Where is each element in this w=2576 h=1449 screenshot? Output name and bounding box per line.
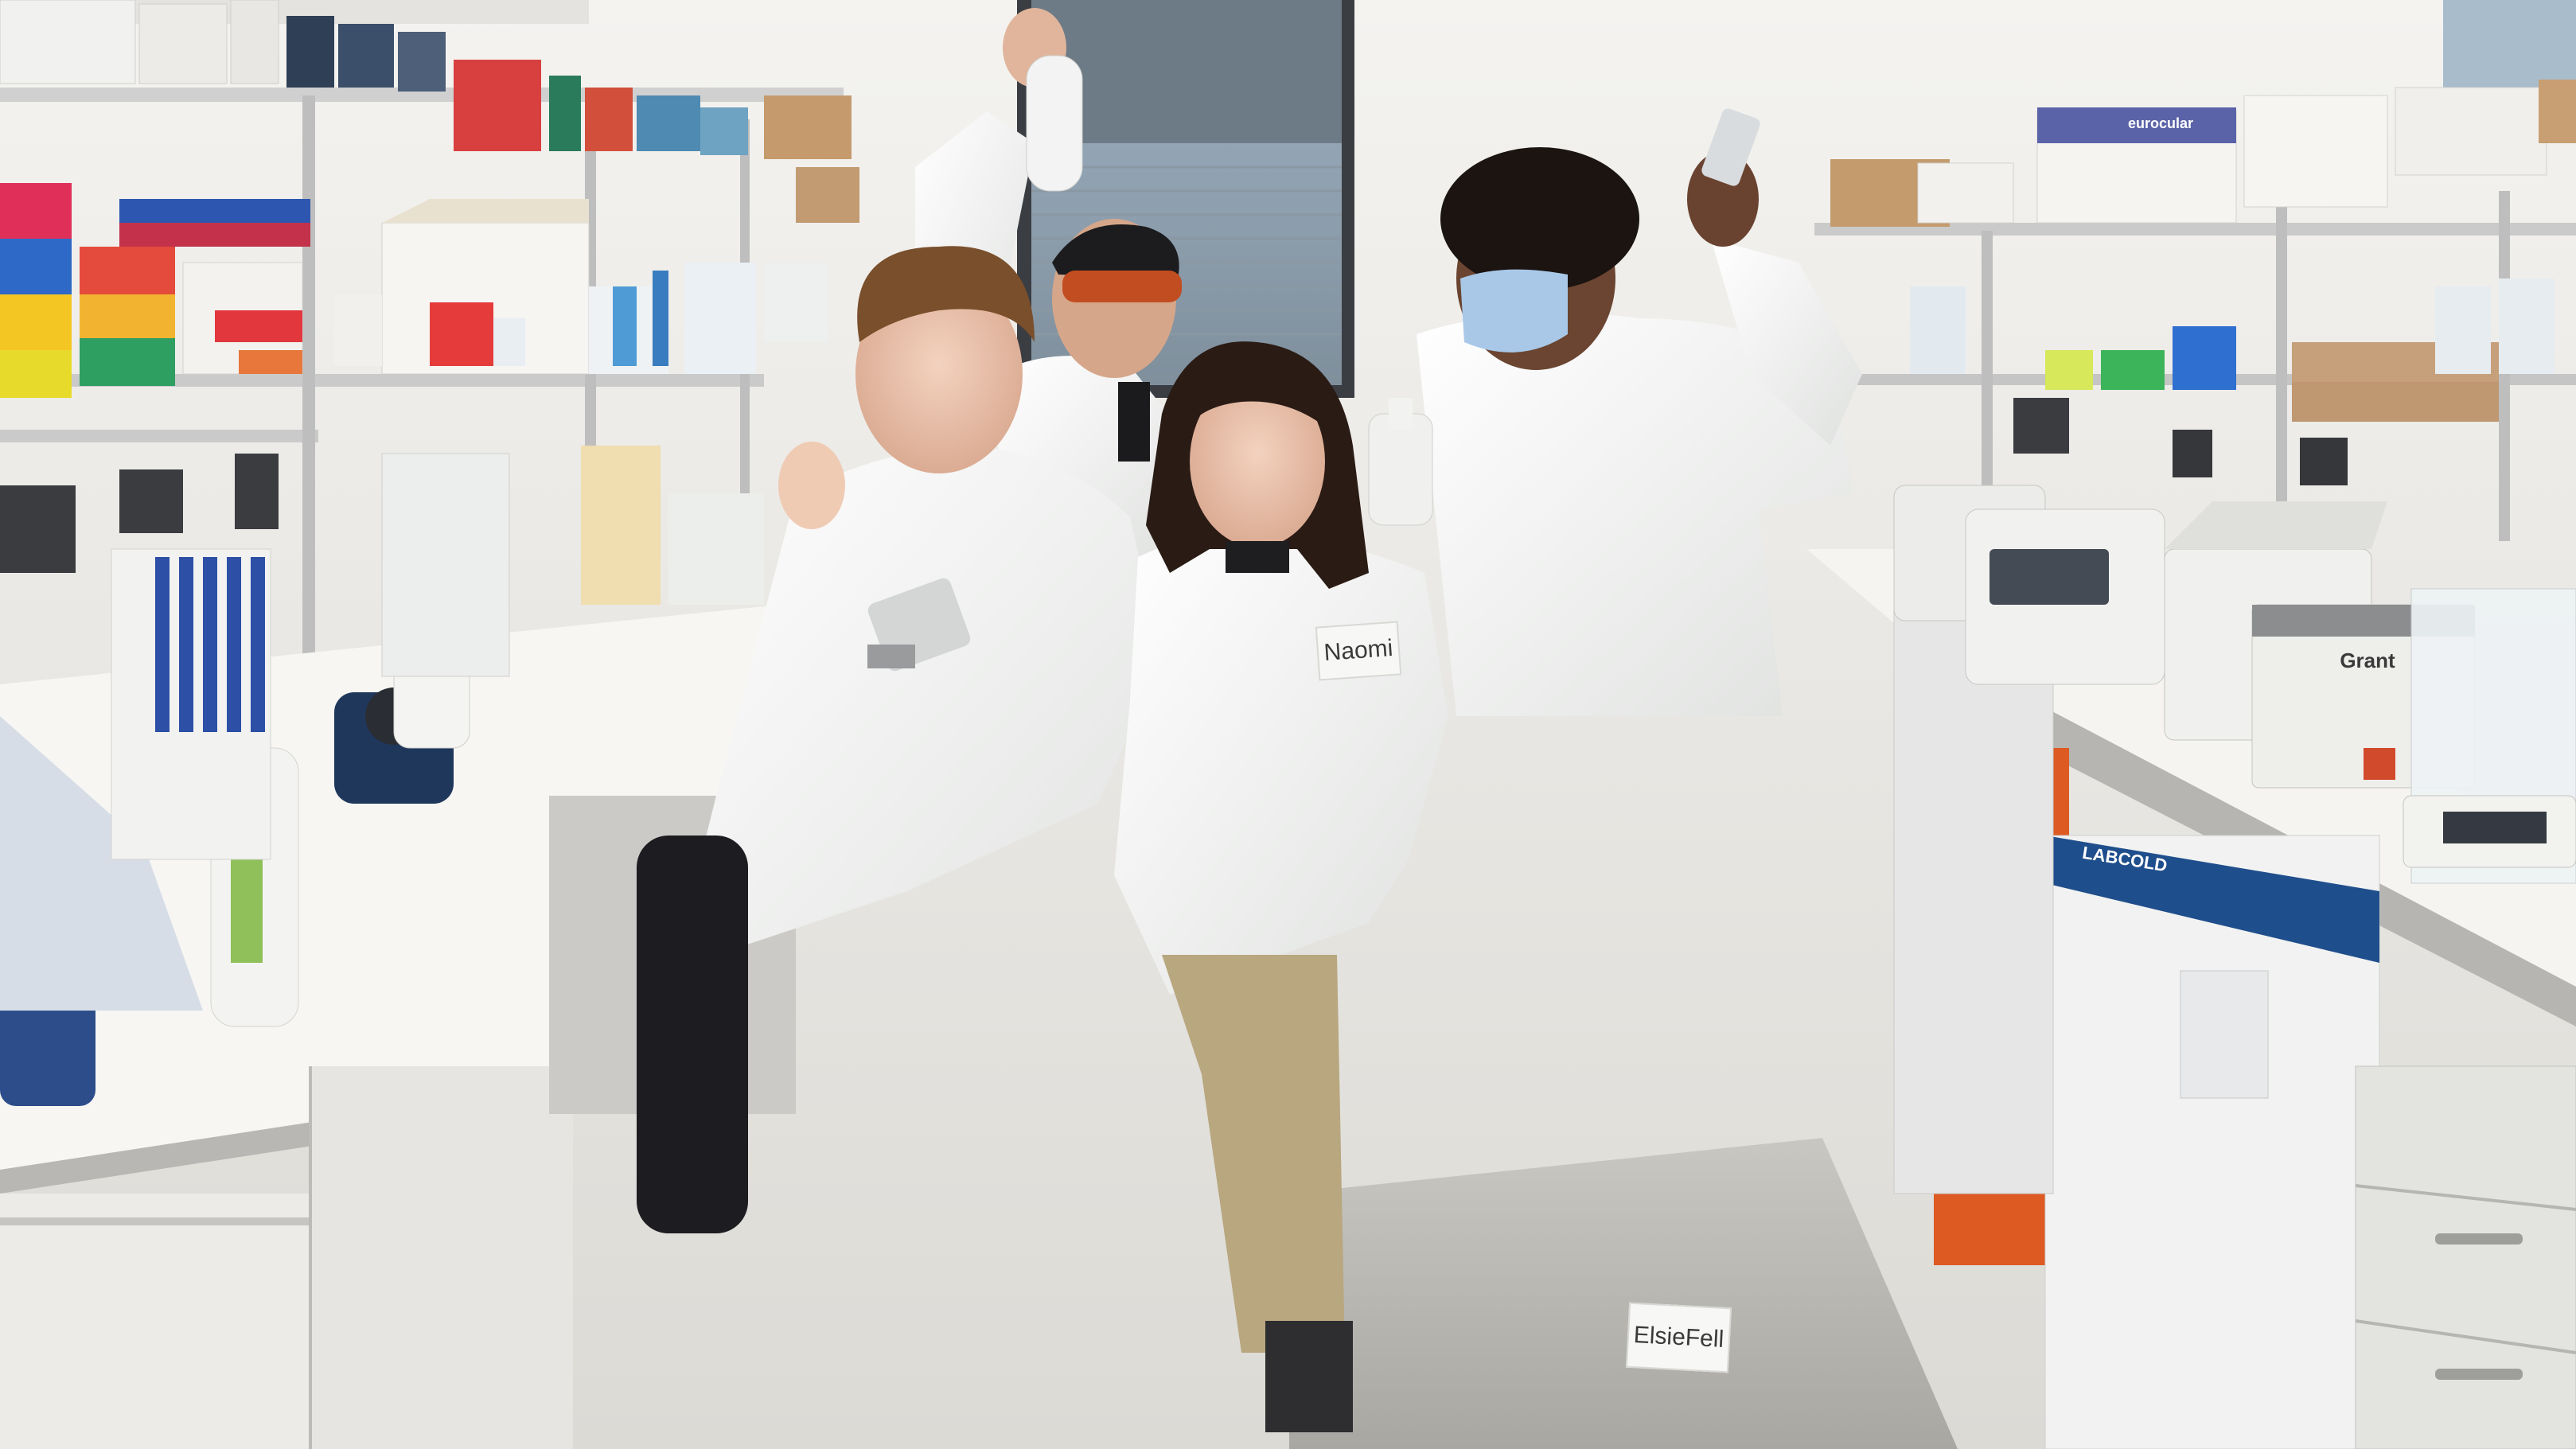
held-bottle-top [1026,55,1083,192]
box-brand-label: eurocular [2127,115,2194,131]
person-back-center [915,8,1194,557]
person-back-right [1368,108,1862,716]
right-wall-window [2443,0,2576,88]
left-shelving [0,0,859,700]
right-shelving [1814,80,2576,541]
shelf-mid-left [0,374,764,387]
name-tag-naomi: Naomi [1315,621,1402,681]
building-outside [1031,0,1342,143]
name-tag-elsiefell: ElsieFell [1625,1302,1732,1373]
drawer-unit [2355,1065,2576,1449]
right-bench [1806,485,2576,1449]
incubator-brand-label: Grant [2340,648,2395,672]
floor [1289,1138,1958,1449]
shelf-lower-left [0,430,318,442]
person-back-left [637,246,1162,1233]
